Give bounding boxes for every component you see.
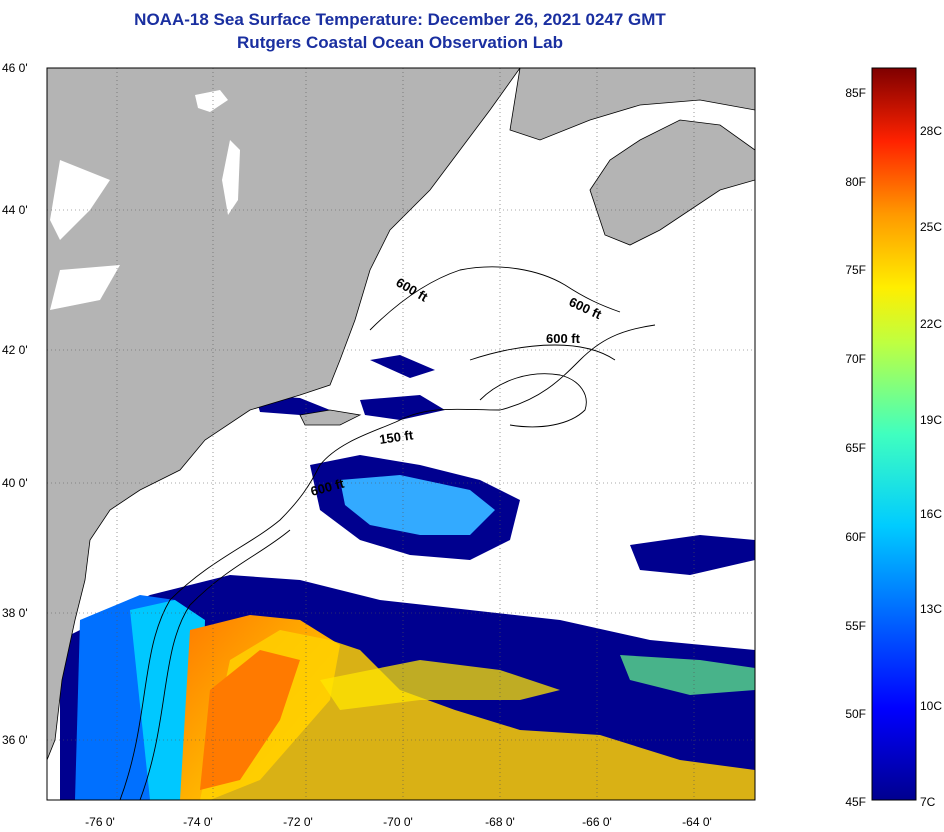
sst-data-layer: [60, 355, 755, 800]
map-title: NOAA-18 Sea Surface Temperature: Decembe…: [134, 10, 666, 29]
colorbar-c-label: 7C: [920, 795, 936, 809]
colorbar-f-label: 50F: [845, 707, 866, 721]
colorbar-f-label: 70F: [845, 352, 866, 366]
colorbar-f-labels: 85F 80F 75F 70F 65F 60F 55F 50F 45F: [845, 86, 866, 809]
lat-label: 44 0': [2, 203, 28, 217]
map-subtitle: Rutgers Coastal Ocean Observation Lab: [237, 33, 563, 52]
lat-label: 40 0': [2, 476, 28, 490]
colorbar-f-label: 60F: [845, 530, 866, 544]
colorbar-c-labels: 28C 25C 22C 19C 16C 13C 10C 7C: [920, 124, 942, 809]
depth-contours: [119, 266, 656, 800]
lon-label: -74 0': [183, 815, 213, 829]
colorbar-f-label: 85F: [845, 86, 866, 100]
colorbar-c-label: 13C: [920, 602, 942, 616]
colorbar-f-label: 65F: [845, 441, 866, 455]
latitude-labels: 46 0' 44 0' 42 0' 40 0' 38 0' 36 0': [2, 61, 28, 747]
colorbar-f-label: 45F: [845, 795, 866, 809]
lat-label: 46 0': [2, 61, 28, 75]
contour-label: 600 ft: [546, 331, 581, 346]
land-layer: [47, 68, 755, 761]
colorbar-c-label: 22C: [920, 317, 942, 331]
colorbar-gradient: [871, 67, 917, 801]
colorbar-c-label: 25C: [920, 220, 942, 234]
colorbar-c-label: 16C: [920, 507, 942, 521]
lon-label: -66 0': [582, 815, 612, 829]
colorbar-f-label: 75F: [845, 263, 866, 277]
colorbar: 85F 80F 75F 70F 65F 60F 55F 50F 45F 28C …: [845, 67, 942, 809]
colorbar-f-label: 55F: [845, 619, 866, 633]
lon-label: -72 0': [283, 815, 313, 829]
longitude-labels: -76 0' -74 0' -72 0' -70 0' -68 0' -66 0…: [85, 815, 712, 829]
colorbar-c-label: 10C: [920, 699, 942, 713]
contour-label: 150 ft: [378, 427, 414, 447]
colorbar-c-label: 28C: [920, 124, 942, 138]
plot-frame: [46, 67, 756, 801]
lakes: [50, 90, 240, 310]
lat-label: 36 0': [2, 733, 28, 747]
colorbar-c-label: 19C: [920, 413, 942, 427]
lon-label: -76 0': [85, 815, 115, 829]
colorbar-f-label: 80F: [845, 175, 866, 189]
lon-label: -68 0': [485, 815, 515, 829]
lat-label: 42 0': [2, 343, 28, 357]
lon-label: -70 0': [383, 815, 413, 829]
lat-label: 38 0': [2, 606, 28, 620]
lon-label: -64 0': [682, 815, 712, 829]
